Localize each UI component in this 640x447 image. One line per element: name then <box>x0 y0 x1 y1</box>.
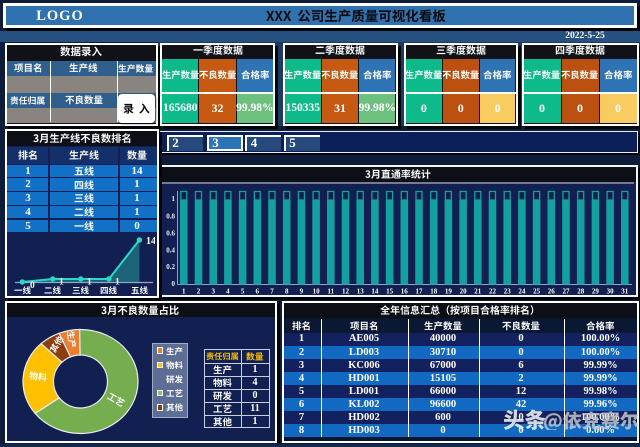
svg-text:26: 26 <box>548 287 556 295</box>
svg-text:25: 25 <box>533 287 541 295</box>
svg-text:15: 15 <box>386 287 394 295</box>
svg-text:12: 12 <box>342 287 350 295</box>
svg-text:16: 16 <box>401 287 409 295</box>
svg-text:17: 17 <box>416 287 424 295</box>
svg-text:0: 0 <box>30 281 35 291</box>
svg-text:14: 14 <box>371 287 379 295</box>
svg-text:5: 5 <box>241 287 245 295</box>
svg-text:1: 1 <box>87 278 92 288</box>
svg-text:14: 14 <box>146 236 155 247</box>
svg-text:24: 24 <box>518 287 526 295</box>
svg-text:21: 21 <box>474 287 482 295</box>
svg-text:1: 1 <box>182 287 186 295</box>
svg-text:27: 27 <box>563 287 571 295</box>
svg-text:28: 28 <box>577 287 585 295</box>
svg-text:0.6: 0.6 <box>166 229 175 237</box>
svg-text:8: 8 <box>285 287 289 295</box>
svg-text:13: 13 <box>357 287 365 295</box>
svg-text:6: 6 <box>256 287 260 295</box>
svg-text:29: 29 <box>592 287 600 295</box>
svg-text:1: 1 <box>115 278 120 288</box>
svg-text:1: 1 <box>59 278 64 288</box>
svg-text:20: 20 <box>460 287 468 295</box>
svg-text:0.4: 0.4 <box>166 246 175 254</box>
svg-text:19: 19 <box>445 287 453 295</box>
svg-text:9: 9 <box>300 287 304 295</box>
svg-text:22: 22 <box>489 287 497 295</box>
svg-text:7: 7 <box>270 287 274 295</box>
svg-text:0.8: 0.8 <box>166 212 175 220</box>
svg-text:1: 1 <box>172 194 176 202</box>
svg-text:31: 31 <box>621 287 629 295</box>
svg-text:10: 10 <box>313 287 321 295</box>
svg-text:11: 11 <box>327 287 334 295</box>
svg-text:0.2: 0.2 <box>166 263 175 271</box>
svg-text:30: 30 <box>607 287 615 295</box>
svg-text:23: 23 <box>504 287 512 295</box>
svg-text:3: 3 <box>211 287 215 295</box>
svg-text:2: 2 <box>197 287 201 295</box>
svg-text:18: 18 <box>430 287 438 295</box>
svg-text:0: 0 <box>172 279 176 287</box>
svg-text:4: 4 <box>226 287 230 295</box>
